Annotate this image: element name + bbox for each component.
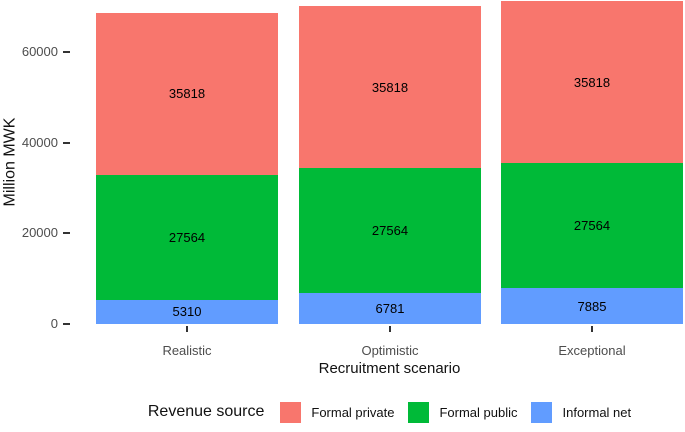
bar-value-label: 5310 (172, 304, 202, 320)
bar-value-label: 7885 (577, 298, 607, 314)
bar-segment-informal-net: 7885 (501, 288, 683, 324)
x-axis-tick-mark (591, 326, 593, 332)
bar-segment-formal-private: 35818 (299, 6, 481, 169)
y-axis-tick-label: 0 (50, 316, 58, 331)
legend-title: Revenue source (147, 403, 265, 420)
plot-panel: 0 20000 40000 60000 35818 27564 5310 35818 27564… (21, 1, 683, 331)
legend-color-swatch (280, 401, 302, 423)
bar-segment-formal-public: 27564 (299, 168, 481, 294)
x-axis-tick-label: Realistic (162, 343, 212, 358)
x-axis-tick-label: Exceptional (558, 343, 626, 358)
bar-value-label: 35818 (168, 86, 206, 102)
bar-value-label: 27564 (168, 230, 206, 245)
legend-item-label: Informal net (562, 404, 632, 420)
x-axis-title: Recruitment scenario (318, 360, 461, 377)
legend-color-swatch (408, 401, 430, 423)
y-axis-tick-label: 20000 (21, 225, 58, 241)
bar-segment-formal-private: 35818 (96, 12, 278, 176)
legend-item-formal-private: Formal private (280, 401, 395, 423)
legend-item-label: Formal private (311, 404, 395, 420)
bar-value-label: 27564 (573, 218, 611, 234)
bar-value-label: 35818 (371, 79, 409, 95)
stacked-bar-realistic: 35818 27564 5310 (96, 12, 278, 324)
legend-item-informal-net: Informal net (531, 401, 632, 423)
legend-item-label: Formal public (439, 404, 518, 420)
bar-segment-informal-net: 6781 (299, 293, 481, 324)
y-axis-tick-mark (63, 232, 70, 235)
bar-segment-formal-private: 35818 (501, 1, 683, 164)
y-axis-tick-mark (63, 323, 70, 325)
x-axis-tick-mark (389, 326, 391, 332)
stacked-bar-optimistic: 35818 27564 6781 (299, 6, 481, 324)
y-axis-tick-mark (63, 51, 70, 54)
legend-color-swatch (531, 401, 553, 423)
legend-item-formal-public: Formal public (408, 401, 518, 423)
bar-value-label: 35818 (573, 74, 611, 90)
x-axis-tick-label: Optimistic (361, 343, 419, 358)
stacked-bar-exceptional: 35818 27564 7885 (501, 1, 683, 324)
bar-segment-informal-net: 5310 (96, 299, 278, 324)
y-axis-tick-mark (63, 141, 70, 144)
y-axis-tick-label: 40000 (21, 134, 58, 150)
bar-segment-formal-public: 27564 (96, 175, 278, 300)
y-axis-tick-label: 60000 (21, 44, 58, 60)
x-axis-tick-mark (186, 326, 188, 332)
bar-value-label: 27564 (371, 223, 409, 239)
bar-segment-formal-public: 27564 (501, 163, 683, 289)
legend: Revenue source Formal private Formal publ… (96, 397, 683, 427)
bar-value-label: 6781 (375, 301, 405, 317)
